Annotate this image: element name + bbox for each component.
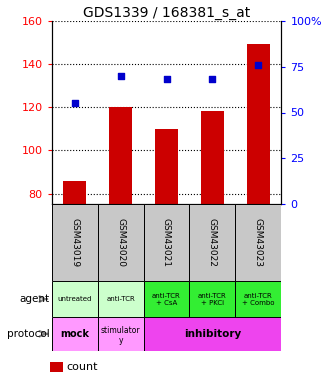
Bar	[189, 281, 235, 317]
Point	[210, 76, 215, 82]
Text: inhibitory: inhibitory	[184, 329, 241, 339]
Bar	[50, 362, 63, 372]
Bar	[201, 111, 224, 204]
Text: GSM43020: GSM43020	[116, 218, 125, 267]
Bar	[144, 317, 281, 351]
Title: GDS1339 / 168381_s_at: GDS1339 / 168381_s_at	[83, 6, 250, 20]
Text: anti-TCR
+ PKCi: anti-TCR + PKCi	[198, 292, 227, 306]
Bar	[144, 204, 189, 281]
Bar	[144, 281, 189, 317]
Bar	[98, 204, 144, 281]
Text: anti-TCR
+ Combo: anti-TCR + Combo	[242, 292, 275, 306]
Text: GSM43023: GSM43023	[254, 218, 263, 267]
Bar	[98, 317, 144, 351]
Text: stimulator
y: stimulator y	[101, 326, 140, 345]
Bar	[98, 281, 144, 317]
Text: count: count	[67, 362, 98, 372]
Bar	[235, 204, 281, 281]
Text: GSM43022: GSM43022	[208, 218, 217, 267]
Bar	[63, 181, 86, 204]
Bar	[235, 281, 281, 317]
Text: protocol: protocol	[7, 329, 50, 339]
Bar	[189, 204, 235, 281]
Text: anti-TCR
+ CsA: anti-TCR + CsA	[152, 292, 181, 306]
Bar	[52, 281, 98, 317]
Point	[118, 73, 123, 79]
Bar	[155, 129, 178, 204]
Point	[164, 76, 169, 82]
Point	[256, 62, 261, 68]
Text: untreated: untreated	[57, 296, 92, 302]
Text: GSM43021: GSM43021	[162, 218, 171, 267]
Bar	[247, 44, 270, 204]
Text: agent: agent	[20, 294, 50, 304]
Text: anti-TCR: anti-TCR	[106, 296, 135, 302]
Bar	[109, 107, 132, 204]
Text: GSM43019: GSM43019	[70, 218, 79, 267]
Bar	[52, 204, 98, 281]
Text: mock: mock	[60, 329, 89, 339]
Point	[72, 100, 77, 106]
Bar	[52, 317, 98, 351]
